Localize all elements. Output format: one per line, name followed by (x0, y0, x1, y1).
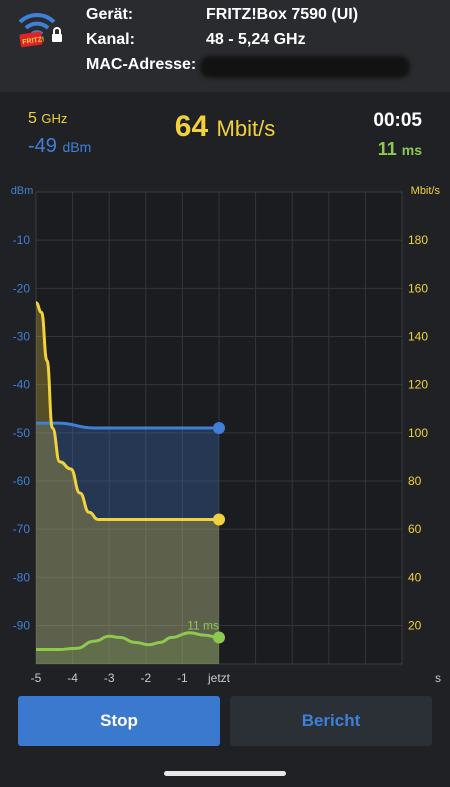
rate-readout: 64 Mbit/s (174, 110, 276, 143)
left-tick-label: -80 (13, 570, 31, 584)
latency-area (36, 632, 219, 664)
device-value: FRITZ!Box 7590 (UI) (206, 6, 359, 23)
right-tick-label: 80 (408, 474, 422, 488)
left-tick-label: -30 (13, 329, 31, 343)
x-tick-label: -2 (140, 671, 151, 685)
device-header: FRITZ! Gerät: FRITZ!Box 7590 (UI) Kanal:… (0, 0, 450, 92)
signal-area (36, 423, 219, 664)
channel-value: 48 - 5,24 GHz (206, 31, 306, 48)
right-tick-label: 180 (408, 233, 428, 247)
left-tick-label: -20 (13, 281, 31, 295)
left-tick-label: -50 (13, 426, 31, 440)
right-tick-label: 120 (408, 378, 428, 392)
report-button[interactable]: Bericht (230, 696, 432, 746)
latency-readout: 11 ms (377, 139, 422, 159)
x-tick-label: -3 (104, 671, 115, 685)
right-tick-label: 40 (408, 570, 422, 584)
x-tick-label: -5 (31, 671, 42, 685)
latency-line (36, 631, 220, 652)
live-stats: 5 GHz -49 dBm 64 Mbit/s 00:05 11 ms (0, 92, 450, 172)
rate-area (36, 302, 219, 664)
signal-readout: -49 dBm (28, 135, 92, 157)
signal-current-point (213, 422, 225, 434)
home-indicator[interactable] (164, 771, 286, 776)
rate-current-point (213, 513, 225, 526)
left-tick-label: -90 (13, 618, 31, 632)
x-axis-unit: s (435, 671, 441, 685)
signal-line (35, 421, 219, 430)
channel-label: Kanal: (86, 31, 135, 48)
elapsed-time: 00:05 (373, 110, 422, 131)
measurement-chart: 11 ms dBm Mbit/s -10 -20 -30 -40 -50 -60 -70 -80 -9… (11, 185, 441, 685)
right-axis-unit: Mbit/s (411, 185, 441, 197)
rate-line (35, 301, 219, 522)
stop-button[interactable]: Stop (18, 696, 220, 746)
latency-current-point (213, 631, 225, 644)
right-tick-label: 60 (408, 522, 422, 536)
right-tick-label: 20 (408, 618, 422, 632)
plot-border (35, 191, 403, 665)
svg-text:FRITZ!: FRITZ! (22, 36, 45, 46)
left-tick-label: -60 (13, 474, 31, 488)
latency-annotation: 11 ms (187, 619, 219, 633)
mac-redacted (200, 56, 410, 78)
fritz-wifi-logo-icon: FRITZ! (18, 12, 62, 48)
left-tick-label: -40 (13, 378, 31, 392)
mac-label: MAC-Adresse: (86, 56, 197, 73)
x-tick-label: -1 (177, 671, 188, 685)
right-tick-label: 140 (408, 329, 428, 343)
band-readout: 5 GHz (28, 110, 68, 127)
left-axis-unit: dBm (11, 185, 34, 197)
x-tick-label: jetzt (207, 671, 231, 685)
right-tick-label: 100 (408, 426, 428, 440)
left-tick-label: -70 (13, 522, 31, 536)
left-tick-label: -10 (13, 233, 31, 247)
device-label: Gerät: (86, 6, 134, 23)
x-tick-label: -4 (67, 671, 78, 685)
right-tick-label: 160 (408, 281, 428, 295)
